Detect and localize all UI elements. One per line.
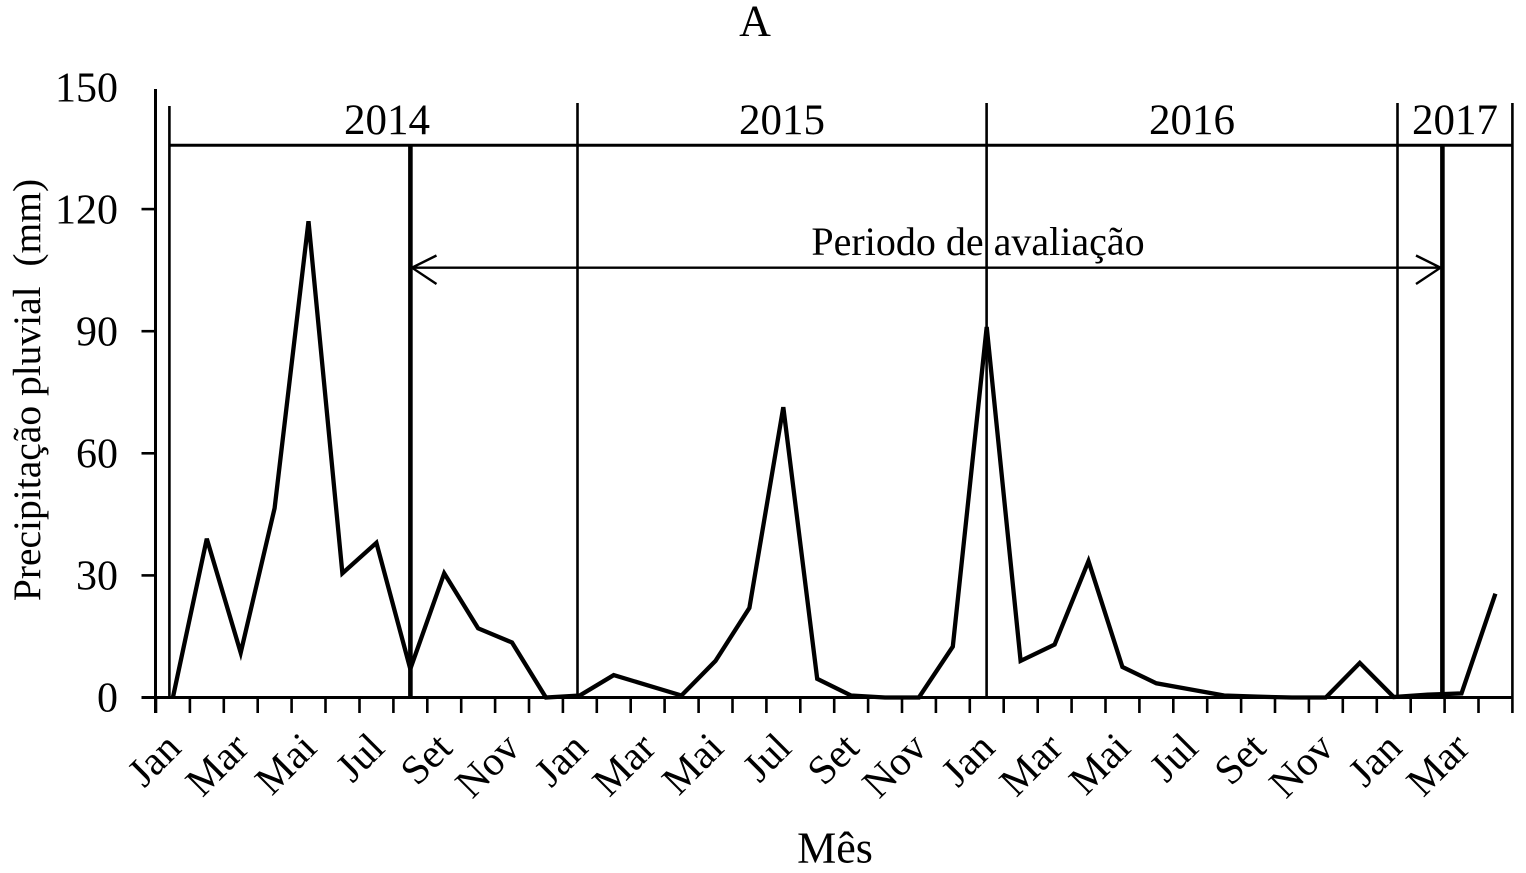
svg-text:120: 120 xyxy=(55,188,118,234)
svg-text:2014: 2014 xyxy=(344,97,430,144)
svg-text:0: 0 xyxy=(97,676,118,722)
svg-text:150: 150 xyxy=(55,66,118,112)
svg-text:30: 30 xyxy=(76,554,118,600)
svg-text:Mês: Mês xyxy=(797,824,873,873)
svg-text:60: 60 xyxy=(76,432,118,478)
svg-text:2016: 2016 xyxy=(1149,97,1235,144)
svg-text:Precipitação pluvial (mm): Precipitação pluvial (mm) xyxy=(5,179,49,601)
svg-text:2017: 2017 xyxy=(1412,97,1498,144)
svg-text:2015: 2015 xyxy=(739,97,825,144)
svg-text:90: 90 xyxy=(76,310,118,356)
svg-text:Periodo de avaliação: Periodo de avaliação xyxy=(811,219,1144,264)
svg-text:A: A xyxy=(739,0,771,46)
